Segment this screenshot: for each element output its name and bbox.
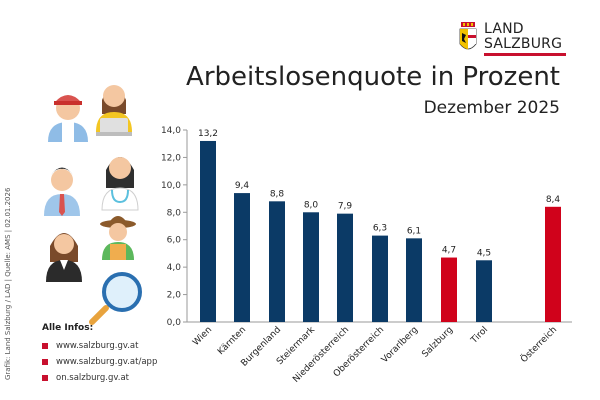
- y-axis: 0,0 2,0 4,0 6,0 8,0 10,0 12,0 14,0: [161, 126, 572, 328]
- bars: [200, 140, 561, 322]
- bar-steiermark: [303, 212, 319, 322]
- chart-subtitle: Dezember 2025: [423, 98, 560, 118]
- x-tick-label: Wien: [191, 325, 214, 348]
- value-label: 4,5: [477, 248, 491, 258]
- salzburg-crest-icon: [459, 22, 477, 50]
- bar-burgenland: [269, 201, 285, 322]
- bullet-square-icon: [42, 375, 48, 381]
- logo-line-2: SALZBURG: [484, 36, 563, 52]
- worker-with-cap-icon: [48, 95, 88, 142]
- y-tick-label: 6,0: [167, 236, 182, 246]
- bar-oberösterreich: [372, 235, 388, 322]
- value-label: 8,8: [270, 189, 285, 199]
- y-tick-label: 2,0: [167, 291, 182, 301]
- y-tick-label: 10,0: [161, 181, 181, 191]
- bar-kärnten: [234, 193, 250, 322]
- value-label: 9,4: [235, 181, 250, 191]
- people-illustration: [44, 85, 142, 325]
- bar-österreich: [545, 206, 561, 322]
- logo-line-1: LAND: [484, 21, 524, 37]
- info-link[interactable]: on.salzburg.gv.at: [42, 372, 157, 388]
- bar-wien: [200, 140, 216, 322]
- y-tick-label: 8,0: [167, 208, 182, 218]
- y-tick-label: 14,0: [161, 126, 181, 136]
- value-label: 13,2: [198, 129, 218, 139]
- x-axis-labels: Wien KärntenBurgenlandSteiermarkNiederöst…: [191, 324, 559, 384]
- bar-vorarlberg: [406, 238, 422, 322]
- businesswoman-icon: [46, 233, 82, 282]
- y-tick-label: 0,0: [167, 318, 182, 328]
- bar-salzburg: [441, 257, 457, 322]
- x-tick-label: Salzburg: [420, 325, 455, 360]
- source-credit: Grafik: Land Salzburg / LAD | Quelle: AM…: [4, 187, 12, 380]
- chart-title: Arbeitslosenquote in Prozent: [186, 62, 560, 92]
- info-link[interactable]: www.salzburg.gv.at/app: [42, 356, 157, 372]
- y-tick-label: 12,0: [161, 153, 181, 163]
- doctor-icon: [101, 157, 139, 211]
- logo-underline: [484, 53, 566, 56]
- farmer-icon: [100, 216, 136, 260]
- value-label: 8,0: [304, 200, 319, 210]
- x-tick-label: Vorarlberg: [380, 325, 420, 365]
- value-label: 6,3: [373, 224, 387, 234]
- bullet-square-icon: [42, 343, 48, 349]
- bar-tirol: [476, 260, 492, 322]
- info-link[interactable]: www.salzburg.gv.at: [42, 340, 157, 356]
- value-label: 6,1: [407, 226, 421, 236]
- x-tick-label: Tirol: [469, 325, 490, 346]
- businessman-icon: [44, 167, 80, 216]
- x-tick-label: Österreich: [518, 324, 559, 365]
- info-link-text: www.salzburg.gv.at: [56, 341, 139, 351]
- magnifying-glass-icon: [89, 272, 142, 325]
- value-label: 7,9: [338, 202, 353, 212]
- value-label: 8,4: [546, 195, 561, 205]
- bullet-square-icon: [42, 359, 48, 365]
- land-salzburg-logo: LAND SALZBURG: [458, 22, 568, 58]
- info-links: www.salzburg.gv.at www.salzburg.gv.at/ap…: [42, 340, 157, 388]
- y-tick-label: 4,0: [167, 263, 182, 273]
- value-label: 4,7: [442, 246, 456, 256]
- info-link-text: www.salzburg.gv.at/app: [56, 357, 158, 367]
- info-link-text: on.salzburg.gv.at: [56, 373, 129, 383]
- info-heading: Alle Infos:: [42, 323, 94, 333]
- woman-with-laptop-icon: [96, 85, 132, 136]
- x-tick-label: Kärnten: [216, 325, 248, 357]
- bar-niederösterreich: [337, 213, 353, 322]
- value-labels: 13,2 9,4 8,8 8,0 7,9 6,3 6,1 4,7 4,5 8,4: [198, 129, 560, 258]
